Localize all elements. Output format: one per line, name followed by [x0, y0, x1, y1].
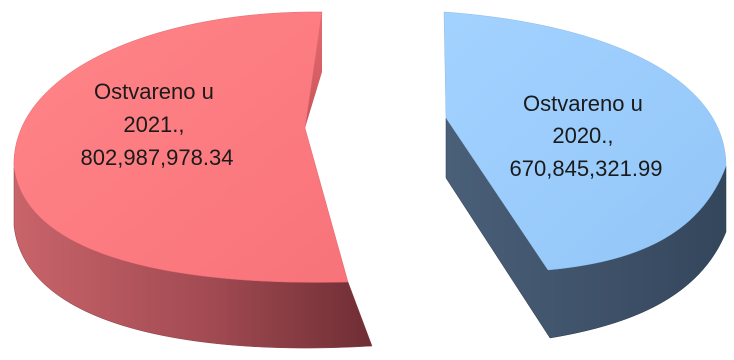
slice-2020-top [443, 11, 727, 271]
pie-slice-2021 [13, 11, 373, 349]
slice-2020-label-line2: 2020., [552, 123, 613, 148]
slice-2021-label-line2: 2021., [123, 112, 184, 137]
slice-2021-label: Ostvareno u 2021., 802,987,978.34 [81, 79, 234, 170]
slice-2020-label-line1: Ostvareno u [523, 91, 643, 116]
slice-2021-label-line1: Ostvareno u [94, 79, 214, 104]
slice-2020-label: Ostvareno u 2020., 670,845,321.99 [510, 91, 663, 181]
pie-slice-2020 [443, 11, 727, 339]
slice-2020-label-line3: 670,845,321.99 [510, 156, 663, 181]
slice-2021-label-line3: 802,987,978.34 [81, 145, 234, 170]
slice-2021-top [13, 11, 349, 283]
